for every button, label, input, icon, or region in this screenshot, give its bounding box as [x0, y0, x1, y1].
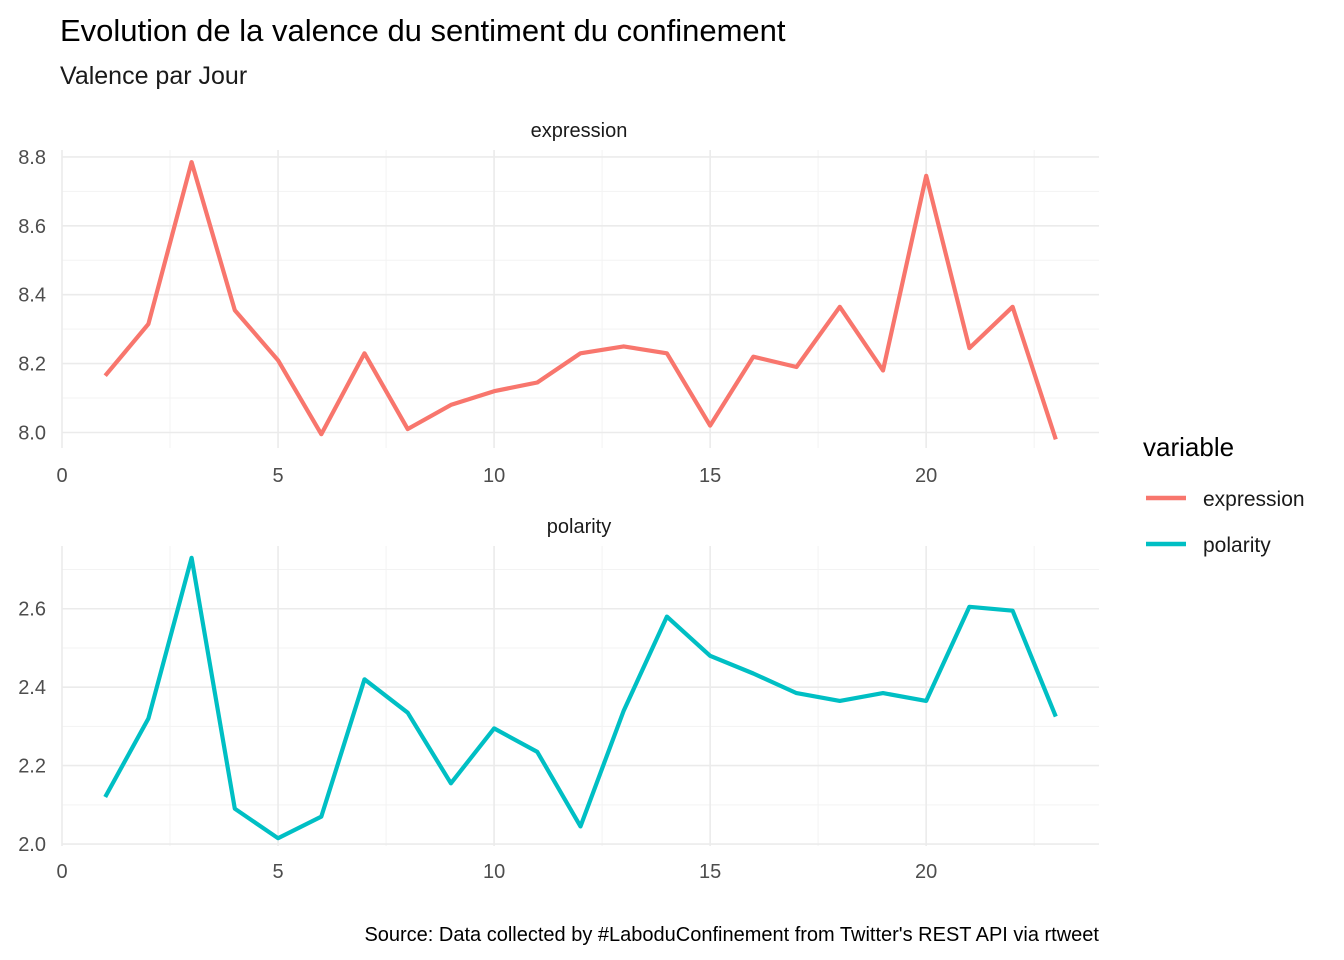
y-tick-label: 8.8 — [18, 147, 46, 169]
facet-strip-polarity: polarity — [547, 516, 611, 538]
y-tick-label: 8.2 — [18, 354, 46, 376]
grid-expression — [61, 150, 1099, 448]
x-tick-label: 20 — [915, 465, 937, 487]
x-tick-label: 15 — [699, 465, 721, 487]
y-tick-label: 8.6 — [18, 216, 46, 238]
grid-polarity — [61, 546, 1099, 846]
x-tick-label: 20 — [915, 861, 937, 883]
facet-polarity: polarity 0 5 10 15 20 2.0 2.2 2.4 2.6 — [18, 516, 1099, 883]
chart-title: Evolution de la valence du sentiment du … — [60, 13, 786, 48]
series-line-expression — [103, 160, 1058, 441]
chart-caption: Source: Data collected by #LaboduConfine… — [364, 924, 1099, 946]
y-tick-label: 2.2 — [18, 756, 46, 778]
chart-subtitle: Valence par Jour — [60, 62, 247, 90]
x-tick-label: 0 — [56, 861, 67, 883]
x-tick-label: 0 — [56, 465, 67, 487]
legend-title: variable — [1143, 432, 1234, 462]
y-tick-label: 2.4 — [18, 677, 46, 699]
x-tick-label: 5 — [272, 861, 283, 883]
series-line-polarity — [103, 555, 1058, 841]
legend: variable expression polarity — [1143, 432, 1305, 557]
legend-label-expression: expression — [1203, 488, 1305, 511]
x-tick-label: 10 — [483, 465, 505, 487]
y-tick-label: 8.4 — [18, 285, 46, 307]
x-tick-label: 10 — [483, 861, 505, 883]
y-tick-label: 8.0 — [18, 422, 46, 444]
legend-label-polarity: polarity — [1203, 534, 1271, 557]
y-tick-label: 2.6 — [18, 599, 46, 621]
y-tick-label: 2.0 — [18, 834, 46, 856]
facet-expression: expression 0 5 10 15 20 8.0 8.2 8.4 8.6 8.8 — [18, 120, 1099, 487]
x-tick-label: 15 — [699, 861, 721, 883]
facet-strip-expression: expression — [531, 120, 628, 142]
x-tick-label: 5 — [272, 465, 283, 487]
